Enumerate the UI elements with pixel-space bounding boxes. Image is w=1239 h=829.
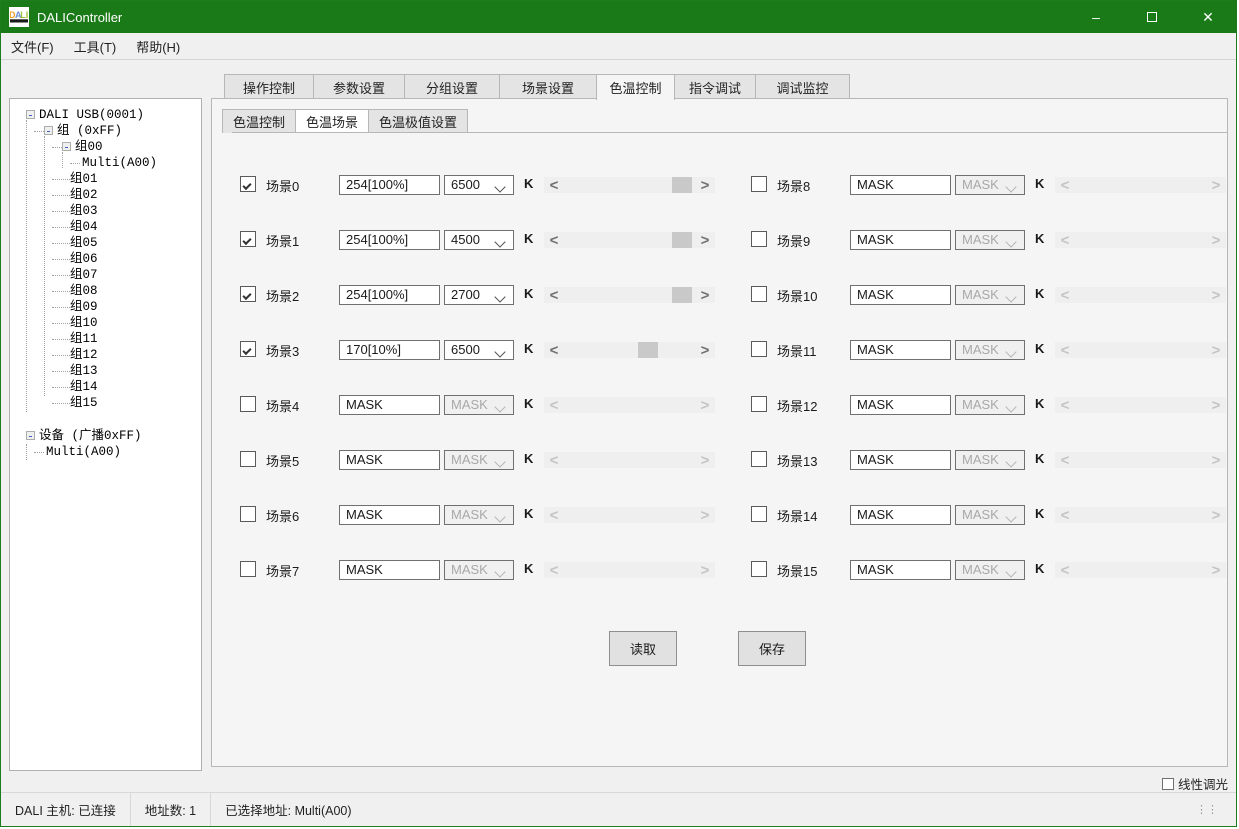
svg-text:LI: LI xyxy=(20,10,28,20)
